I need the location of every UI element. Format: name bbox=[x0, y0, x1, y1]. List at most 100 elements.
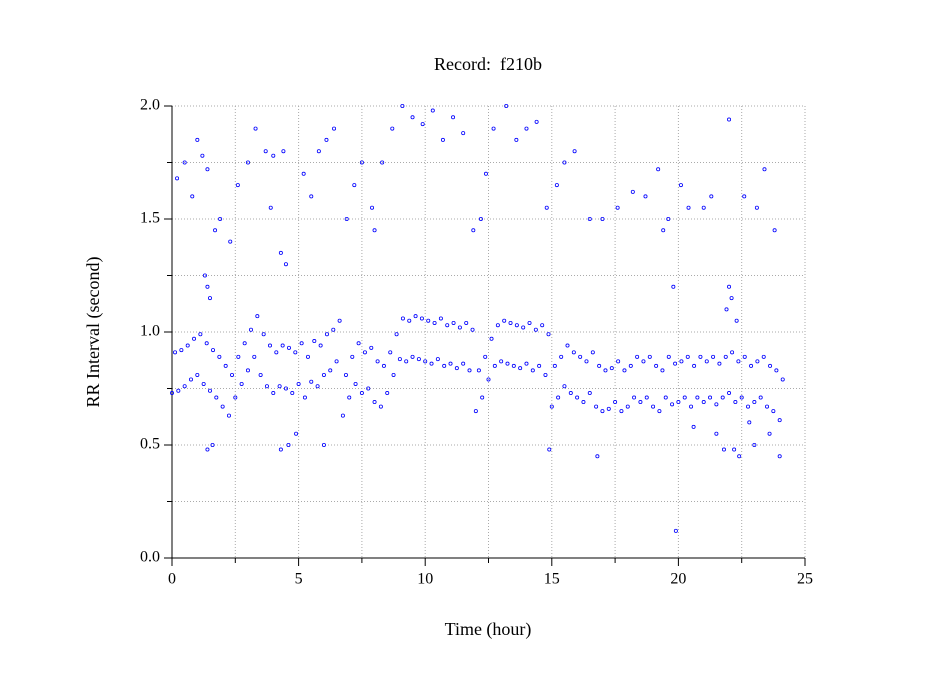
point bbox=[352, 183, 357, 188]
point bbox=[673, 528, 678, 533]
point bbox=[595, 454, 600, 459]
point bbox=[188, 377, 193, 382]
point bbox=[737, 454, 742, 459]
point bbox=[692, 363, 697, 368]
point bbox=[312, 339, 317, 344]
point bbox=[442, 363, 447, 368]
point bbox=[473, 409, 478, 414]
point bbox=[670, 402, 675, 407]
point bbox=[236, 354, 241, 359]
point bbox=[182, 160, 187, 165]
point bbox=[321, 442, 326, 447]
point bbox=[606, 406, 611, 411]
point bbox=[337, 318, 342, 323]
point bbox=[527, 320, 532, 325]
point bbox=[686, 205, 691, 210]
point bbox=[616, 359, 621, 364]
point bbox=[280, 343, 285, 348]
point bbox=[296, 381, 301, 386]
point bbox=[372, 400, 377, 405]
point bbox=[426, 318, 431, 323]
point bbox=[571, 350, 576, 355]
point bbox=[464, 320, 469, 325]
point bbox=[331, 327, 336, 332]
point bbox=[673, 361, 678, 366]
point bbox=[430, 108, 435, 113]
point bbox=[281, 149, 286, 154]
point bbox=[457, 325, 462, 330]
point bbox=[777, 418, 782, 423]
point bbox=[268, 205, 273, 210]
point bbox=[264, 384, 269, 389]
point bbox=[429, 361, 434, 366]
point bbox=[286, 345, 291, 350]
point bbox=[420, 122, 425, 127]
point bbox=[226, 413, 231, 418]
point bbox=[625, 404, 630, 409]
point bbox=[594, 404, 599, 409]
point bbox=[334, 359, 339, 364]
point bbox=[228, 239, 233, 244]
point bbox=[613, 400, 618, 405]
point bbox=[179, 348, 184, 353]
point bbox=[543, 372, 548, 377]
point bbox=[581, 400, 586, 405]
point bbox=[768, 363, 773, 368]
point bbox=[461, 361, 466, 366]
y-tick-label: 1.0 bbox=[140, 323, 160, 340]
point bbox=[575, 395, 580, 400]
point bbox=[521, 325, 526, 330]
point bbox=[749, 363, 754, 368]
point bbox=[709, 194, 714, 199]
point bbox=[290, 391, 295, 396]
point bbox=[248, 327, 253, 332]
point bbox=[185, 343, 190, 348]
x-tick-label: 15 bbox=[544, 571, 560, 588]
point bbox=[173, 350, 178, 355]
point bbox=[695, 395, 700, 400]
point bbox=[742, 194, 747, 199]
point bbox=[562, 384, 567, 389]
point bbox=[328, 368, 333, 373]
point bbox=[390, 126, 395, 131]
x-axis-label: Time (hour) bbox=[445, 619, 532, 640]
point bbox=[666, 354, 671, 359]
point bbox=[220, 404, 225, 409]
point bbox=[483, 354, 488, 359]
point bbox=[584, 359, 589, 364]
point bbox=[717, 361, 722, 366]
point bbox=[271, 391, 276, 396]
point bbox=[537, 363, 542, 368]
point bbox=[554, 183, 559, 188]
point bbox=[271, 153, 276, 158]
point bbox=[261, 332, 266, 337]
point bbox=[772, 228, 777, 233]
point bbox=[175, 176, 180, 181]
point bbox=[454, 366, 459, 371]
point bbox=[615, 205, 620, 210]
point bbox=[524, 361, 529, 366]
point bbox=[641, 359, 646, 364]
point bbox=[590, 350, 595, 355]
point bbox=[671, 284, 676, 289]
x-tick-label: 0 bbox=[168, 571, 176, 588]
point bbox=[223, 363, 228, 368]
point bbox=[666, 216, 671, 221]
point bbox=[267, 343, 272, 348]
point bbox=[483, 171, 488, 176]
point bbox=[480, 395, 485, 400]
point bbox=[378, 404, 383, 409]
point bbox=[204, 341, 209, 346]
point bbox=[600, 216, 605, 221]
point bbox=[544, 205, 549, 210]
point bbox=[502, 318, 507, 323]
point bbox=[309, 194, 314, 199]
point bbox=[332, 126, 337, 131]
point bbox=[381, 363, 386, 368]
point bbox=[201, 381, 206, 386]
point bbox=[765, 404, 770, 409]
point bbox=[514, 323, 519, 328]
point bbox=[451, 115, 456, 120]
point bbox=[546, 332, 551, 337]
